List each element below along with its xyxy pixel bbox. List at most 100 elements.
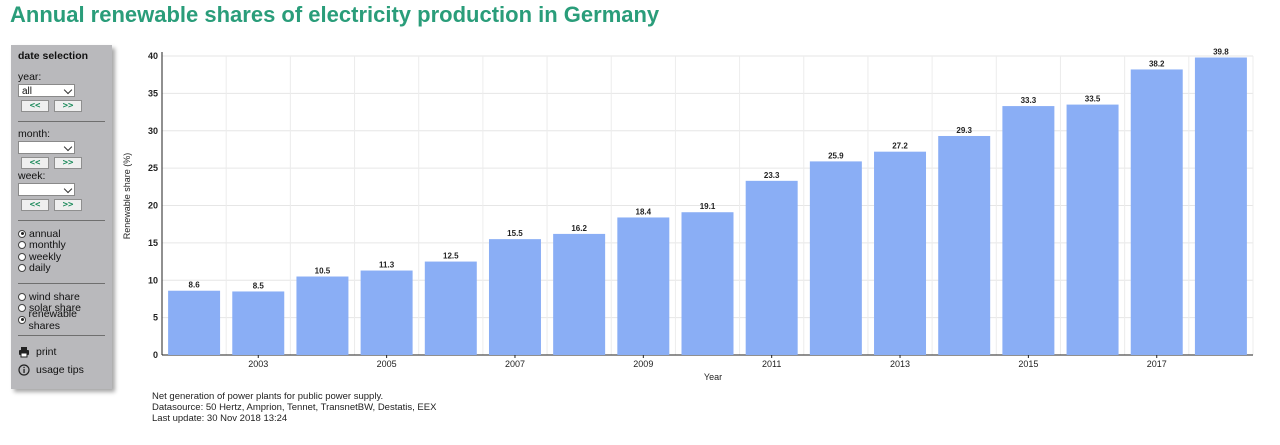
usage-tips-button[interactable]: usage tips — [18, 361, 105, 379]
data-label: 38.2 — [1149, 59, 1165, 68]
radio-solar-share[interactable]: solar share — [18, 302, 105, 314]
printer-icon — [19, 346, 29, 357]
usage-tips-label: usage tips — [36, 363, 84, 376]
x-axis-label: Year — [704, 372, 722, 382]
x-tick-label: 2017 — [1147, 359, 1167, 369]
print-label: print — [36, 345, 57, 358]
chart-notes: Net generation of power plants for publi… — [152, 391, 436, 424]
chevron-down-icon — [63, 184, 73, 194]
y-tick-label: 40 — [148, 51, 158, 61]
radio-weekly[interactable]: weekly — [18, 251, 105, 263]
radio-button-icon[interactable] — [18, 304, 26, 313]
bar-2016[interactable] — [1066, 104, 1119, 356]
data-label: 18.4 — [636, 207, 652, 216]
notes-line-last-update: Last update: 30 Nov 2018 13:24 — [152, 413, 288, 424]
page-title: Annual renewable shares of electricity p… — [10, 2, 660, 27]
notes-line-generation: Net generation of power plants for publi… — [152, 391, 384, 402]
data-label: 16.2 — [571, 224, 587, 233]
bar-2011[interactable] — [745, 180, 798, 355]
resolution-radio-group: annual monthly weekly daily — [18, 228, 105, 274]
divider — [18, 220, 105, 221]
data-label: 19.1 — [700, 202, 716, 211]
info-icon — [18, 363, 30, 376]
chevron-down-icon — [63, 85, 73, 95]
week-next-button[interactable]: >> — [54, 199, 82, 211]
radio-label: weekly — [29, 250, 62, 263]
week-prev-button[interactable]: << — [21, 199, 49, 211]
bar-2013[interactable] — [874, 151, 927, 355]
bar-2009[interactable] — [617, 217, 670, 355]
data-label: 39.8 — [1213, 47, 1229, 56]
radio-wind-share[interactable]: wind share — [18, 291, 105, 303]
year-nav: << >> — [21, 100, 105, 112]
bar-2008[interactable] — [553, 233, 606, 355]
print-button[interactable]: print — [18, 343, 105, 361]
radio-annual[interactable]: annual — [18, 228, 105, 240]
radio-label: annual — [29, 227, 61, 240]
y-tick-label: 35 — [148, 88, 158, 98]
y-tick-label: 15 — [148, 238, 158, 248]
year-select[interactable]: all — [18, 84, 75, 97]
x-tick-label: 2005 — [377, 359, 397, 369]
radio-label: wind share — [29, 290, 80, 303]
bar-2003[interactable] — [232, 291, 285, 355]
bar-2005[interactable] — [360, 270, 413, 355]
radio-button-icon[interactable] — [18, 252, 26, 261]
radio-button-icon[interactable] — [18, 229, 26, 238]
week-select[interactable] — [18, 183, 75, 196]
bar-2010[interactable] — [681, 212, 734, 355]
notes-line-datasource: Datasource: 50 Hertz, Amprion, Tennet, T… — [152, 402, 437, 413]
divider — [18, 121, 105, 122]
date-selection-heading: date selection — [18, 50, 89, 62]
data-label: 8.6 — [189, 281, 201, 290]
x-tick-label: 2013 — [890, 359, 910, 369]
bar-2012[interactable] — [809, 161, 862, 355]
year-label: year: — [18, 71, 42, 83]
x-tick-label: 2003 — [248, 359, 268, 369]
month-next-button[interactable]: >> — [54, 157, 82, 169]
radio-monthly[interactable]: monthly — [18, 239, 105, 251]
x-tick-label: 2007 — [505, 359, 525, 369]
bar-2002[interactable] — [168, 290, 221, 355]
radio-button-icon[interactable] — [18, 264, 26, 273]
month-select[interactable] — [18, 141, 75, 154]
y-tick-label: 5 — [153, 313, 158, 323]
bar-2006[interactable] — [424, 261, 477, 355]
data-label: 23.3 — [764, 171, 780, 180]
bar-2017[interactable] — [1130, 69, 1183, 355]
y-tick-label: 10 — [148, 275, 158, 285]
chart-bars — [168, 57, 1247, 356]
data-label: 15.5 — [507, 229, 523, 238]
radio-button-icon[interactable] — [18, 315, 26, 324]
x-tick-label: 2015 — [1018, 359, 1038, 369]
data-label: 27.2 — [892, 142, 908, 151]
radio-label: daily — [29, 262, 51, 275]
y-tick-label: 20 — [148, 201, 158, 211]
year-select-value: all — [22, 86, 33, 97]
y-tick-label: 25 — [148, 163, 158, 173]
radio-button-icon[interactable] — [18, 292, 26, 301]
data-label: 33.5 — [1085, 95, 1101, 104]
year-prev-button[interactable]: << — [21, 100, 49, 112]
data-label: 33.3 — [1021, 96, 1037, 105]
bar-2007[interactable] — [488, 239, 541, 355]
divider — [18, 334, 105, 336]
month-label: month: — [18, 128, 51, 140]
bar-2015[interactable] — [1002, 106, 1055, 355]
month-prev-button[interactable]: << — [21, 157, 49, 169]
month-nav: << >> — [21, 157, 105, 169]
data-label: 25.9 — [828, 151, 844, 160]
y-axis-label: Renewable share (%) — [122, 153, 132, 240]
year-next-button[interactable]: >> — [54, 100, 82, 112]
bar-2018[interactable] — [1194, 57, 1247, 356]
chevron-down-icon — [63, 142, 73, 152]
radio-button-icon[interactable] — [18, 241, 26, 250]
bar-2014[interactable] — [938, 135, 991, 355]
bar-2004[interactable] — [296, 276, 349, 355]
radio-renewable-shares[interactable]: renewable shares — [18, 308, 105, 332]
y-tick-label: 30 — [148, 126, 158, 136]
share-radio-group: wind share solar share renewable shares — [18, 291, 105, 332]
bar-chart: 0 5 10 15 20 25 30 35 40 8.6 8.5 2003 10.5 11.3 2005 12… — [122, 47, 1254, 382]
radio-daily[interactable]: daily — [18, 262, 105, 275]
divider — [18, 283, 105, 284]
